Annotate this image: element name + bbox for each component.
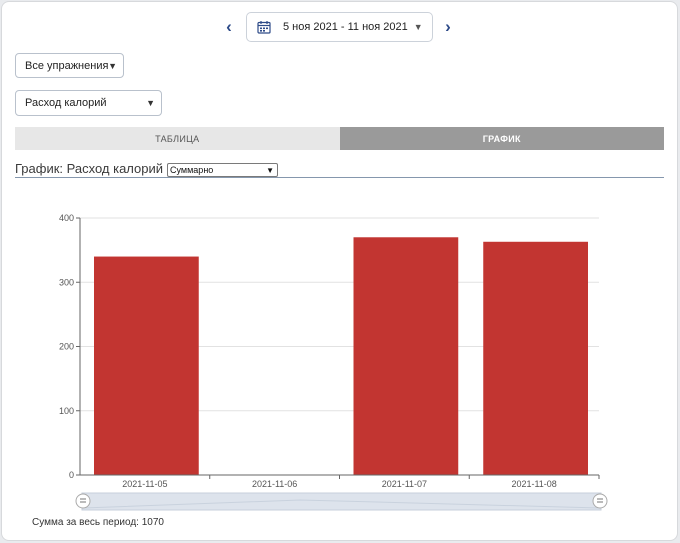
exercise-select[interactable]: Все упражнения ▼ (15, 53, 124, 78)
y-tick-label: 400 (59, 213, 74, 223)
period-total: Сумма за весь период: 1070 (32, 517, 164, 528)
tab-chart[interactable]: ГРАФИК (339, 127, 664, 150)
chart-bars (94, 237, 588, 475)
bar (94, 256, 199, 475)
x-tick-label: 2021-11-05 (122, 479, 167, 489)
chevron-down-icon: ▼ (266, 166, 275, 175)
x-tick-label: 2021-11-07 (382, 479, 427, 489)
date-range-picker[interactable]: 5 ноя 2021 - 11 ноя 2021 ▼ (246, 12, 433, 42)
x-tick-label: 2021-11-08 (511, 479, 556, 489)
chevron-right-icon[interactable]: › (445, 17, 451, 36)
y-tick-label: 300 (59, 277, 74, 287)
view-tabs: ТАБЛИЦА ГРАФИК (15, 127, 664, 150)
x-tick-label: 2021-11-06 (252, 479, 297, 489)
chevron-down-icon: ▼ (108, 61, 117, 71)
y-tick-label: 0 (69, 470, 74, 480)
chevron-left-icon[interactable]: ‹ (226, 17, 232, 36)
bar (483, 241, 588, 475)
zoom-slider (75, 492, 608, 511)
zoom-slider-shadow (82, 499, 601, 509)
chart-title: График: Расход калорий (15, 161, 164, 176)
zoom-handle-right[interactable] (592, 493, 608, 509)
date-navigator: ‹ 5 ноя 2021 - 11 ноя 2021 ▼ › (222, 12, 451, 42)
tab-table[interactable]: ТАБЛИЦА (15, 127, 340, 150)
chart-axes: 0 100 200 300 400 2021-11-05 2021-11-06 2021-11… (59, 213, 600, 489)
y-tick-label: 200 (59, 342, 74, 352)
calendar-icon (257, 20, 271, 34)
chart-header: График: Расход калорий Суммарно ▼ (15, 161, 664, 178)
bar (353, 237, 459, 475)
chevron-down-icon: ▼ (413, 22, 423, 32)
date-range-label: 5 ноя 2021 - 11 ноя 2021 (283, 21, 408, 33)
metric-select[interactable]: Расход калорий ▼ (15, 90, 162, 116)
chevron-down-icon: ▼ (146, 98, 155, 108)
y-tick-label: 100 (59, 406, 74, 416)
zoom-handle-left[interactable] (75, 493, 91, 509)
metric-select-value: Расход калорий (25, 97, 107, 109)
aggregation-select[interactable]: Суммарно ▼ (167, 163, 279, 177)
exercise-select-value: Все упражнения (25, 59, 109, 72)
aggregation-select-value: Суммарно (170, 165, 214, 175)
